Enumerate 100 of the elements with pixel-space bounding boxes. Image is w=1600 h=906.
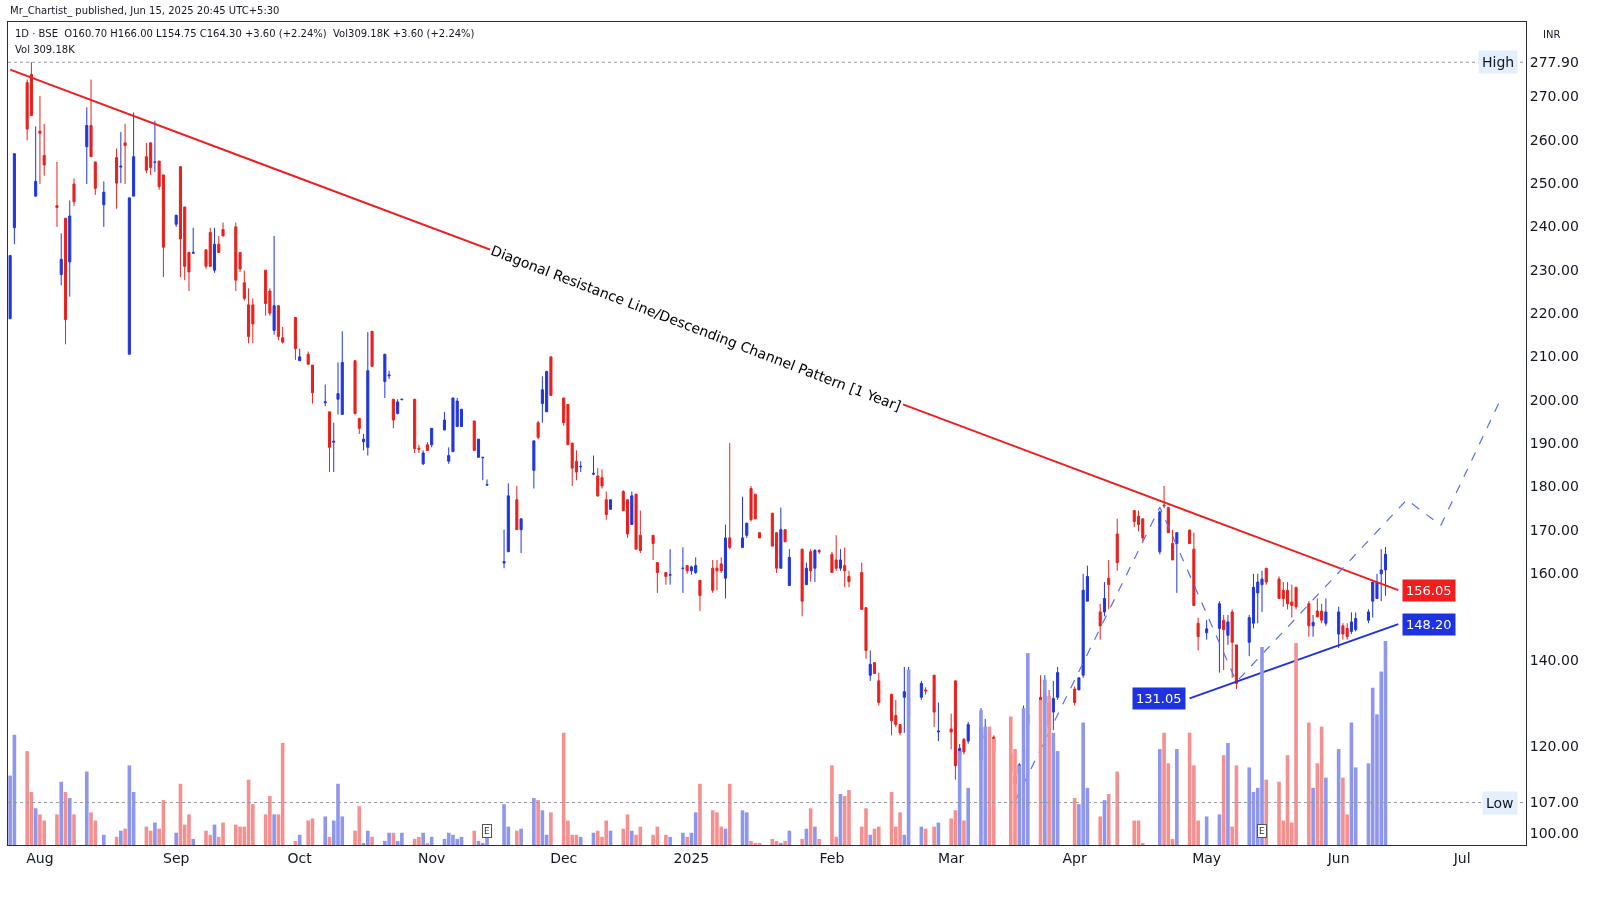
candlestick [332, 422, 336, 473]
bar [238, 826, 242, 845]
candlestick [919, 680, 923, 701]
candlestick [93, 161, 97, 196]
candlestick [276, 305, 280, 341]
bar [1115, 771, 1120, 845]
bar [876, 826, 881, 845]
bar [1162, 732, 1166, 845]
y-tick-label: 230.00 [1529, 261, 1579, 278]
bar [515, 830, 519, 845]
candlestick [59, 232, 63, 286]
candlestick [102, 180, 106, 228]
candlestick [12, 153, 16, 245]
x-tick-label: Jul [1452, 849, 1471, 866]
candlestick [1264, 567, 1268, 586]
bar [932, 826, 936, 845]
bar [102, 834, 106, 845]
candlestick [694, 556, 698, 575]
data-label: 131.05 [1136, 691, 1182, 706]
candlestick [1073, 685, 1077, 707]
candlestick [698, 579, 702, 612]
bar [268, 796, 272, 845]
y-tick-label: 140.00 [1529, 651, 1579, 668]
bar [681, 832, 685, 845]
bar [813, 826, 817, 845]
candlestick [838, 548, 842, 572]
candlestick [1354, 611, 1358, 632]
bar [1341, 777, 1345, 845]
x-tick-label: Mar [937, 849, 965, 866]
bar [1158, 749, 1162, 845]
bar [966, 787, 970, 845]
candlestick [608, 499, 613, 510]
bar [153, 822, 157, 845]
candlestick [890, 693, 894, 736]
candlestick [357, 417, 361, 435]
candlestick [723, 523, 728, 600]
bar [421, 832, 425, 845]
candlestick [966, 721, 970, 745]
candlestick [1226, 614, 1230, 646]
candlestick [144, 142, 148, 174]
candlestick [685, 565, 689, 575]
candlestick [1171, 529, 1175, 561]
bar [208, 834, 213, 845]
candlestick [809, 548, 813, 583]
candlestick [208, 227, 212, 267]
bar [1026, 653, 1030, 845]
bar [323, 816, 328, 845]
candlestick [485, 478, 489, 487]
candlestick [298, 348, 302, 362]
bar [472, 830, 477, 845]
bar [55, 814, 59, 845]
x-tick-label: Jun [1326, 849, 1350, 866]
candlestick [1341, 622, 1345, 641]
candlestick [447, 446, 451, 465]
candlestick [711, 559, 715, 594]
candlestick [1196, 617, 1200, 652]
candlestick [502, 529, 506, 569]
candlestick [591, 455, 596, 476]
x-tick-label: Nov [418, 849, 446, 866]
candlestick [681, 546, 685, 594]
y-tick-label: 160.00 [1529, 564, 1579, 581]
candlestick [132, 112, 136, 197]
x-tick-label: Dec [550, 849, 578, 866]
bar [455, 838, 460, 845]
candlestick [149, 142, 153, 176]
y-tick-label: 240.00 [1529, 218, 1579, 235]
bar [67, 798, 72, 845]
candlestick [872, 662, 877, 674]
y-tick-label: 107.00 [1529, 794, 1579, 811]
candlestick [1256, 573, 1260, 624]
candlestick [55, 161, 59, 228]
candlestick [391, 398, 395, 429]
x-tick-label: Apr [1062, 849, 1087, 866]
candlestick [515, 485, 519, 531]
candlestick [932, 674, 936, 728]
bar [800, 838, 804, 845]
candlestick [242, 270, 246, 302]
y-tick-label: 200.00 [1529, 391, 1579, 408]
y-tick-label: 260.00 [1529, 131, 1579, 148]
candlestick [72, 177, 76, 207]
candlestick [519, 518, 523, 554]
candlestick [902, 666, 906, 734]
bar [38, 814, 42, 845]
candlestick [834, 534, 838, 572]
y-tick-label: 250.00 [1529, 175, 1579, 192]
candlestick [174, 214, 178, 228]
data-label: 156.05 [1406, 583, 1452, 598]
bar [187, 814, 191, 845]
bar [336, 783, 340, 845]
candlestick [877, 672, 881, 707]
x-tick-label: May [1192, 849, 1222, 866]
candlestick [549, 356, 553, 396]
candlestick [1217, 600, 1221, 674]
candlestick [1307, 600, 1311, 638]
candlestick [1379, 548, 1383, 602]
candlestick [962, 737, 966, 755]
bar [1175, 749, 1179, 845]
y-tick-label: 100.00 [1529, 824, 1579, 841]
candlestick [715, 559, 719, 591]
bar [1324, 777, 1328, 845]
